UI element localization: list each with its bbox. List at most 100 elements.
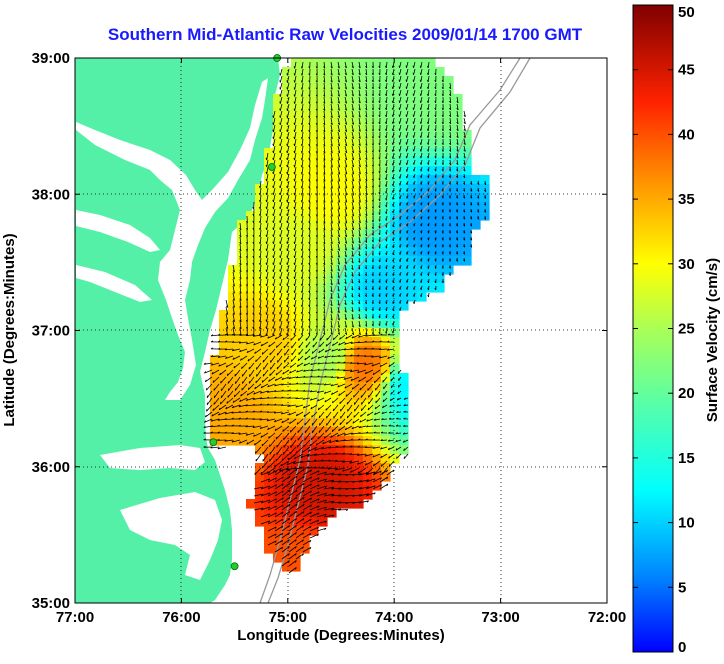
velocity-cell [318,229,328,239]
velocity-cell [345,490,355,500]
velocity-cell [318,211,328,221]
velocity-cell [327,409,337,419]
velocity-cell [444,103,454,113]
velocity-cell [264,364,274,374]
velocity-cell [444,229,454,239]
velocity-cell [237,301,247,311]
velocity-cell [354,148,364,158]
velocity-cell [264,211,274,221]
velocity-cell [300,400,310,410]
velocity-cell [255,481,265,491]
velocity-cell [318,130,328,140]
velocity-cell [381,85,391,95]
vector-head [406,176,407,178]
velocity-cell [408,76,418,86]
velocity-cell [408,265,418,275]
velocity-cell [282,166,292,176]
velocity-cell [318,103,328,113]
velocity-cell [363,436,373,446]
station-marker [210,439,217,446]
velocity-cell [282,184,292,194]
velocity-cell [444,139,454,149]
velocity-cell [264,409,274,419]
velocity-cell [354,427,364,437]
velocity-cell [255,517,265,527]
velocity-cell [390,328,400,338]
vector-head [280,186,281,188]
vector-head [413,136,414,138]
vector-head [280,137,281,139]
velocity-cell [336,103,346,113]
velocity-cell [426,247,436,257]
velocity-cell [354,139,364,149]
velocity-cell [363,274,373,284]
velocity-cell [381,67,391,77]
velocity-cell [291,391,301,401]
velocity-cell [300,535,310,545]
vector-head [280,80,281,82]
vector-head [306,352,307,354]
velocity-cell [282,355,292,365]
velocity-cell [255,247,265,257]
velocity-cell [390,238,400,248]
velocity-cell [318,175,328,185]
velocity-cell [300,184,310,194]
vector-head [280,214,281,216]
velocity-cell [363,166,373,176]
vector-head [287,123,288,125]
velocity-cell [363,121,373,131]
velocity-cell [417,85,427,95]
velocity-cell [408,238,418,248]
velocity-cell [336,85,346,95]
colorbar-tick-label: 35 [678,191,695,208]
velocity-cell [318,184,328,194]
velocity-cell [363,211,373,221]
velocity-cell [264,229,274,239]
x-tick-label: 76:00 [162,609,200,626]
velocity-cell [363,58,373,68]
velocity-cell [237,427,247,437]
velocity-cell [336,184,346,194]
y-tick-label: 39:00 [32,50,70,67]
velocity-cell [300,274,310,284]
vector-head [287,242,288,244]
velocity-cell [354,481,364,491]
velocity-cell [381,400,391,410]
velocity-cell [381,229,391,239]
velocity-cell [264,265,274,275]
velocity-cell [390,184,400,194]
velocity-cell [426,193,436,203]
velocity-cell [426,256,436,266]
velocity-cell [318,292,328,302]
velocity-cell [318,265,328,275]
velocity-cell [282,103,292,113]
velocity-cell [336,130,346,140]
velocity-cell [318,139,328,149]
vector-head [255,473,256,475]
velocity-cell [363,76,373,86]
vector-head [234,395,235,397]
velocity-cell [354,211,364,221]
velocity-cell [408,220,418,230]
velocity-cell [444,220,454,230]
velocity-cell [363,175,373,185]
chart-title: Southern Mid-Atlantic Raw Velocities 200… [108,25,583,44]
velocity-cell [471,175,481,185]
velocity-cell [363,103,373,113]
vector-head [406,115,407,117]
velocity-cell [300,139,310,149]
velocity-cell [300,202,310,212]
velocity-cell [390,283,400,293]
velocity-cell [228,427,238,437]
velocity-cell [408,229,418,239]
velocity-cell [363,265,373,275]
y-tick-label: 36:00 [32,459,70,476]
colorbar-tick-label: 40 [678,126,695,143]
velocity-cell [408,283,418,293]
velocity-cell [255,202,265,212]
velocity-cell [282,274,292,284]
velocity-cell [318,76,328,86]
velocity-cell [210,382,220,392]
velocity-cell [363,139,373,149]
vector-head [287,312,288,314]
